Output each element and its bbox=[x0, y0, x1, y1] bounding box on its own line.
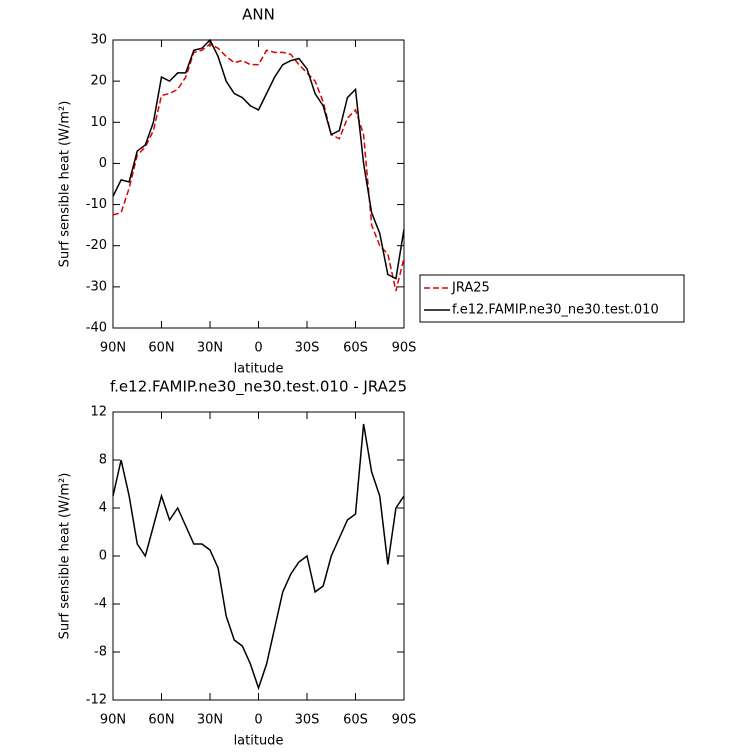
data-line bbox=[112, 43, 405, 292]
x-tick-label: 90S bbox=[392, 341, 417, 356]
x-tick-label: 90N bbox=[100, 713, 126, 728]
y-tick-label: 8 bbox=[99, 453, 107, 468]
y-tick-label: 10 bbox=[90, 115, 107, 130]
y-tick-label: 4 bbox=[99, 501, 107, 516]
plot-frame bbox=[112, 39, 405, 329]
x-tick-label: 90S bbox=[392, 713, 417, 728]
x-tick-label: 60N bbox=[148, 341, 174, 356]
x-tick-label: 60N bbox=[148, 713, 174, 728]
y-tick-label: 30 bbox=[90, 33, 107, 48]
chart-title: ANN bbox=[242, 6, 275, 24]
x-tick-label: 30S bbox=[295, 341, 320, 356]
x-tick-label: 60S bbox=[343, 341, 368, 356]
data-line bbox=[112, 423, 405, 691]
y-tick-label: -40 bbox=[86, 321, 107, 336]
legend-label: JRA25 bbox=[451, 281, 490, 296]
y-tick-label: -12 bbox=[86, 693, 107, 708]
y-tick-label: -8 bbox=[94, 645, 107, 660]
y-tick-label: -10 bbox=[86, 197, 107, 212]
legend-label: f.e12.FAMIP.ne30_ne30.test.010 bbox=[452, 303, 659, 318]
x-tick-label: 30N bbox=[197, 341, 223, 356]
y-tick-label: -4 bbox=[94, 597, 107, 612]
x-axis-label: latitude bbox=[234, 362, 284, 377]
x-tick-label: 90N bbox=[100, 341, 126, 356]
data-line bbox=[112, 38, 405, 280]
chart-title: f.e12.FAMIP.ne30_ne30.test.010 - JRA25 bbox=[110, 378, 407, 397]
y-axis-label: Surf sensible heat (W/m²) bbox=[58, 473, 73, 640]
y-tick-label: -20 bbox=[86, 238, 107, 253]
y-tick-label: 0 bbox=[99, 549, 107, 564]
y-tick-label: 12 bbox=[90, 405, 107, 420]
x-tick-label: 30S bbox=[295, 713, 320, 728]
x-tick-label: 0 bbox=[254, 341, 262, 356]
x-tick-label: 60S bbox=[343, 713, 368, 728]
y-axis-label: Surf sensible heat (W/m²) bbox=[58, 101, 73, 268]
y-tick-label: 20 bbox=[90, 74, 107, 89]
y-tick-label: -30 bbox=[86, 279, 107, 294]
y-tick-label: 0 bbox=[99, 156, 107, 171]
x-axis-label: latitude bbox=[234, 734, 284, 749]
legend-box bbox=[419, 274, 685, 323]
x-tick-label: 30N bbox=[197, 713, 223, 728]
x-tick-label: 0 bbox=[254, 713, 262, 728]
